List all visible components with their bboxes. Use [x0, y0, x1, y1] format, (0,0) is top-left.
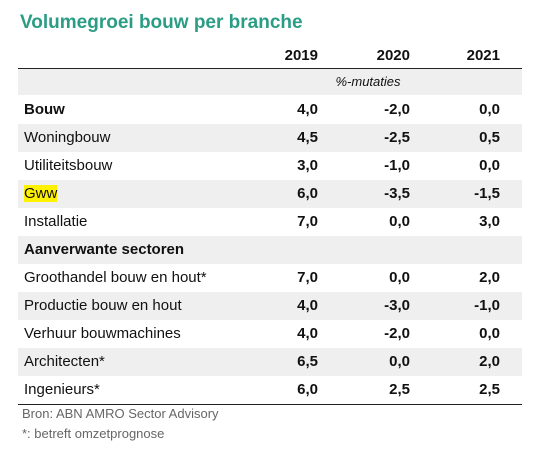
row-label-text: Aanverwante sectoren — [24, 241, 185, 258]
table-row: Ingenieurs* 6,0 2,5 2,5 — [18, 376, 522, 404]
cell-value: 6,0 — [297, 381, 318, 398]
cell-value: 2,5 — [389, 381, 410, 398]
unit-row: %-mutaties — [18, 69, 522, 95]
table-row: Productie bouw en hout 4,0 -3,0 -1,0 — [18, 292, 522, 320]
cell-value: 2,5 — [479, 381, 500, 398]
column-header: 2020 — [376, 47, 410, 64]
header-row: 2019 2020 2021 — [18, 42, 522, 70]
row-label-text: Utiliteitsbouw — [24, 157, 113, 174]
unit-label: %-mutaties — [335, 74, 401, 89]
cell-value: 7,0 — [297, 213, 318, 230]
header-rule — [18, 68, 522, 69]
row-label-text: Architecten* — [24, 353, 105, 370]
column-header: 2019 — [284, 47, 318, 64]
row-label: Productie bouw en hout — [24, 292, 182, 320]
cell-value: 0,0 — [389, 269, 410, 286]
row-label-text: Productie bouw en hout — [24, 297, 182, 314]
cell-value: 3,0 — [297, 157, 318, 174]
row-label: Installatie — [24, 208, 87, 236]
table-row: Gww 6,0 -3,5 -1,5 — [18, 180, 522, 208]
cell-value: -1,0 — [384, 157, 410, 174]
row-label-text: Bouw — [24, 101, 65, 118]
cell-value: -2,0 — [384, 101, 410, 118]
row-label-text: Verhuur bouwmachines — [24, 325, 181, 342]
row-label: Woningbouw — [24, 124, 110, 152]
cell-value: 2,0 — [479, 269, 500, 286]
row-label: Architecten* — [24, 348, 105, 376]
cell-value: 4,0 — [297, 297, 318, 314]
cell-value: 4,5 — [297, 129, 318, 146]
cell-value: -3,5 — [384, 185, 410, 202]
table-row: Architecten* 6,5 0,0 2,0 — [18, 348, 522, 376]
row-label-text: Ingenieurs* — [24, 381, 100, 398]
source: Bron: ABN AMRO Sector Advisory — [22, 406, 219, 421]
row-label: Groothandel bouw en hout* — [24, 264, 207, 292]
row-label: Gww — [24, 180, 58, 208]
title: Volumegroei bouw per branche — [20, 12, 303, 33]
table-row: Verhuur bouwmachines 4,0 -2,0 0,0 — [18, 320, 522, 348]
cell-value: 6,0 — [297, 185, 318, 202]
cell-value: 0,0 — [479, 101, 500, 118]
cell-value: 4,0 — [297, 325, 318, 342]
table-row: Aanverwante sectoren — [18, 236, 522, 264]
cell-value: -2,0 — [384, 325, 410, 342]
cell-value: -2,5 — [384, 129, 410, 146]
cell-value: 6,5 — [297, 353, 318, 370]
cell-value: 0,0 — [389, 213, 410, 230]
cell-value: 0,0 — [479, 325, 500, 342]
cell-value: -1,5 — [474, 185, 500, 202]
row-label-text: Groothandel bouw en hout* — [24, 269, 207, 286]
row-label: Ingenieurs* — [24, 376, 100, 404]
table-row: Bouw 4,0 -2,0 0,0 — [18, 96, 522, 124]
cell-value: -3,0 — [384, 297, 410, 314]
cell-value: 0,0 — [479, 157, 500, 174]
row-label-text: Gww — [24, 185, 58, 202]
row-label-text: Installatie — [24, 213, 88, 230]
cell-value: -1,0 — [474, 297, 500, 314]
row-label: Bouw — [24, 96, 65, 124]
row-label: Aanverwante sectoren — [24, 236, 184, 264]
bottom-rule — [18, 404, 522, 405]
cell-value: 4,0 — [297, 101, 318, 118]
table-row: Installatie 7,0 0,0 3,0 — [18, 208, 522, 236]
cell-value: 3,0 — [479, 213, 500, 230]
row-label: Utiliteitsbouw — [24, 152, 112, 180]
cell-value: 0,5 — [479, 129, 500, 146]
row-label: Verhuur bouwmachines — [24, 320, 181, 348]
cell-value: 0,0 — [389, 353, 410, 370]
table-row: Utiliteitsbouw 3,0 -1,0 0,0 — [18, 152, 522, 180]
table-row: Groothandel bouw en hout* 7,0 0,0 2,0 — [18, 264, 522, 292]
cell-value: 7,0 — [297, 269, 318, 286]
table-row: Woningbouw 4,5 -2,5 0,5 — [18, 124, 522, 152]
cell-value: 2,0 — [479, 353, 500, 370]
footnote: *: betreft omzetprognose — [22, 426, 165, 441]
column-header: 2021 — [466, 47, 500, 64]
row-label-text: Woningbouw — [24, 129, 111, 146]
